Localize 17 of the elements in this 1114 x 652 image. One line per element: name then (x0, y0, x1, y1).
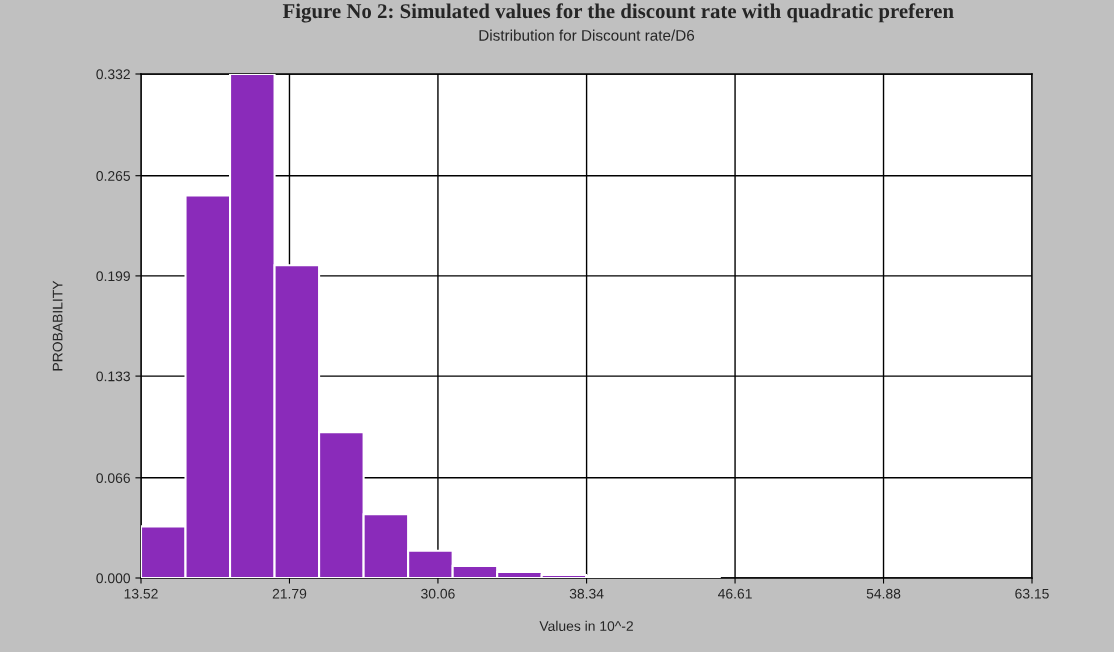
y-tick-label: 0.000 (96, 573, 131, 584)
x-tick-label: 63.15 (1015, 588, 1049, 599)
y-axis-title: PROBABILITY (52, 280, 63, 371)
y-tick-label: 0.332 (96, 69, 130, 80)
x-tick-label: 38.34 (569, 588, 604, 599)
x-tick-label: 46.61 (718, 588, 752, 599)
x-tick-label: 21.79 (272, 588, 307, 599)
x-tick-label: 54.88 (866, 588, 901, 599)
y-tick-label: 0.199 (96, 271, 130, 282)
x-tick-label: 13.52 (124, 588, 158, 599)
text: Figure No 2: Simulated values for the discount rate with quadratic preferen (282, 3, 954, 23)
chart-title: Distribution for Discount rate/D6 (479, 29, 695, 41)
y-tick-label: 0.133 (96, 371, 130, 382)
x-axis-title: Values in 10^-2 (539, 620, 633, 632)
x-tick-label: 30.06 (421, 588, 455, 599)
y-tick-label: 0.265 (96, 171, 130, 181)
y-tick-label: 0.066 (96, 473, 130, 483)
